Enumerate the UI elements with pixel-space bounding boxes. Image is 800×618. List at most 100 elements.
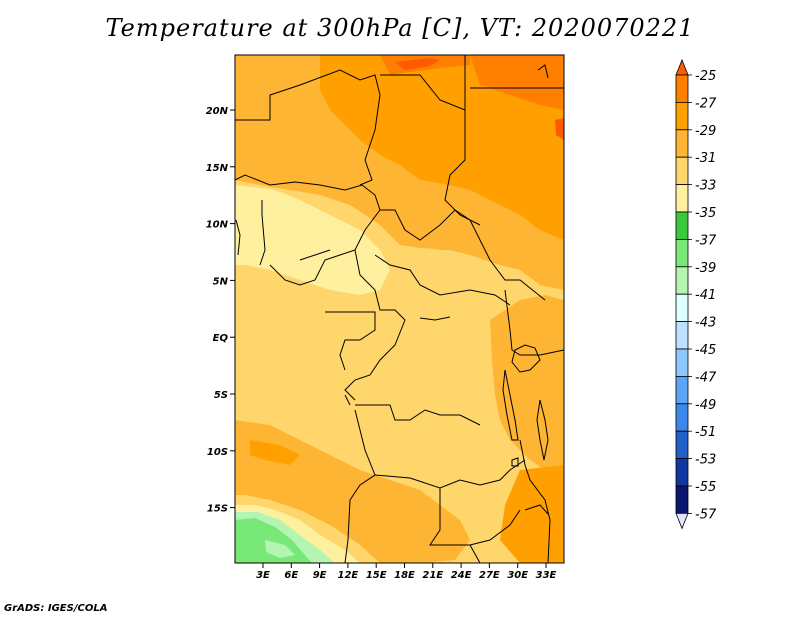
footer-credit: GrADS: IGES/COLA [4,603,108,614]
border-angola-coast [344,409,376,564]
colorbar: -25 -27 -29 -31 -33 -35 -37 -39 -41 -43 -45 -47 -49 -… [675,58,717,530]
colorbar-segment [675,129,689,158]
map-frame [234,54,565,564]
colorbar-label: -45 [695,343,716,358]
border-uganda [504,289,565,356]
colorbar-label: -51 [695,425,716,440]
lon-tick-label: 9E [313,570,327,581]
lon-tick-label: 27E [479,570,500,581]
border-benin [259,200,266,266]
colorbar-segment [675,321,689,350]
shade-warmer-southeast [500,465,564,563]
border-cabinda [344,394,351,406]
colorbar-segment [675,102,689,131]
colorbar-label: -39 [695,261,716,276]
border-zambia-malawi [519,439,551,564]
colorbar-label: -33 [695,179,716,194]
lat-tick-label: 5S [214,390,228,401]
lake-victoria [511,344,541,373]
colorbar-segment [675,266,689,295]
temperature-shading [235,55,564,563]
border-car-sudan [380,209,546,301]
lat-tick-label: 10S [207,447,228,458]
colorbar-label: -31 [695,151,716,166]
colorbar-segment [675,156,689,185]
country-borders [234,55,565,564]
colorbar-segment [675,375,689,405]
lon-tick-label: 15E [366,570,387,581]
colorbar-segment [675,184,689,213]
colorbar-label: -37 [695,233,717,248]
lakes [419,64,549,515]
lat-tick-label: 15N [206,163,229,174]
border-togo [235,219,241,256]
lat-tick-label: 20N [206,106,229,117]
lake-mweru [511,457,519,467]
border-cameroon-west [299,249,331,261]
shade-green-south [235,518,312,563]
border-cameroon-congo [354,249,406,321]
shade-warmer-southwest [250,440,300,465]
border-angola-zambia [374,459,526,489]
colorbar-segment [675,74,689,103]
shade-hot-east [555,118,564,140]
shade-light-green-patch [265,540,295,558]
colorbar-label: -41 [695,288,716,303]
latitude-axis: 20N 15N 10N 5N EQ 5S 10S 15S [206,106,235,515]
colorbar-segment [675,238,689,268]
lon-tick-label: 3E [256,570,270,581]
colorbar-label: -49 [695,398,716,413]
colorbar-top-arrow [675,58,689,76]
colorbar-segment [675,403,689,432]
colorbar-segment [675,458,689,487]
chart-title: Temperature at 300hPa [C], VT: 202007022… [105,14,695,42]
lon-tick-label: 24E [451,570,472,581]
lon-tick-label: 33E [536,570,557,581]
colorbar-label: -35 [695,206,716,221]
colorbar-label: -47 [695,370,717,385]
nile-delta [537,64,549,79]
map-panel [234,54,565,564]
colorbar-segment [675,293,689,323]
lat-tick-label: 10N [206,220,229,231]
colorbar-segment [675,211,689,240]
shade-hot-north [395,58,440,70]
border-chad-sudan [444,110,481,226]
lon-tick-label: 18E [394,570,415,581]
lat-tick-label: EQ [213,333,229,344]
shade-cool-west [235,185,390,295]
colorbar-label: -43 [695,316,716,331]
colorbar-label: -55 [695,480,716,495]
border-botswana-south [469,544,481,564]
lake-kariba [524,504,549,515]
colorbar-label: -53 [695,453,716,468]
border-angola-drc [355,404,481,426]
colorbar-segment [675,485,689,514]
lon-tick-label: 12E [338,570,359,581]
border-gabon [325,311,376,371]
lon-tick-label: 6E [284,570,298,581]
shade-warm-east [490,295,564,480]
colorbar-bottom-arrow [675,513,689,530]
lon-tick-label: 30E [507,570,528,581]
lon-tick-label: 21E [422,570,443,581]
lat-tick-label: 15S [207,504,228,515]
lake-malawi [536,399,549,461]
river-congo [419,316,451,321]
shade-warm-central [410,215,490,250]
colorbar-label: -57 [695,507,717,522]
lat-tick-label: 5N [213,276,229,287]
border-nigeria-north [234,174,381,211]
colorbar-segment [675,430,689,460]
border-niger-algeria [235,69,381,186]
border-libya [380,55,466,111]
colorbar-label: -29 [695,124,716,139]
shade-warmer-north [320,55,564,240]
lake-tanganyika [502,369,519,441]
border-nigeria-cameroon [269,209,381,286]
longitude-axis: 3E 6E 9E 12E 15E 18E 21E 24E 27E 30E 33E [256,563,557,581]
colorbar-label: -25 [695,69,716,84]
colorbar-label: -27 [695,96,717,111]
border-car-drc [374,254,511,306]
